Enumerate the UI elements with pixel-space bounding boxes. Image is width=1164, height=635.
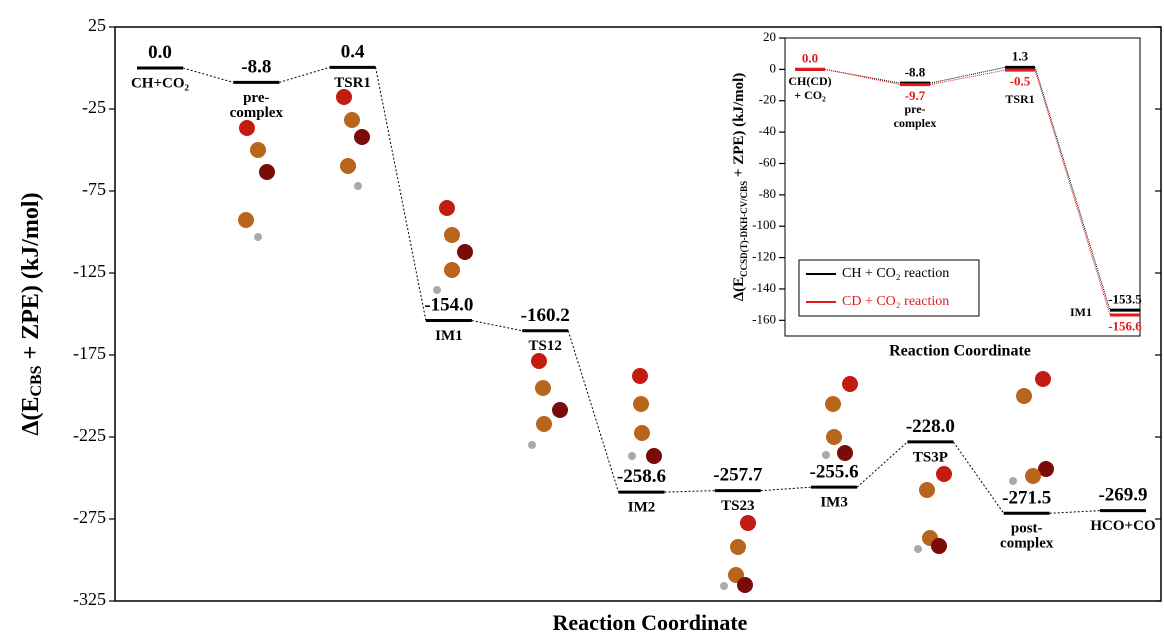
connector — [183, 68, 233, 82]
connector — [472, 321, 522, 331]
connector — [1050, 511, 1100, 514]
value-label: -258.6 — [617, 466, 666, 487]
y-axis-title-part: + ZPE) (kJ/mol) — [731, 73, 747, 181]
category-label: TS12 — [529, 338, 562, 354]
category-label: pre- — [243, 90, 269, 106]
y-tick-label: -325 — [73, 589, 106, 609]
value-label: 0.0 — [148, 42, 172, 63]
page: 25-25-75-125-175-225-275-325Δ(ECBS + ZPE… — [0, 0, 1164, 635]
y-axis-title-part: CCSD(T)-DKH-CV/CBS — [739, 181, 749, 277]
y-tick-label: 25 — [88, 15, 106, 35]
chart: 25-25-75-125-175-225-275-325Δ(ECBS + ZPE… — [0, 0, 1164, 635]
connector — [953, 442, 1003, 513]
value-label: -228.0 — [906, 416, 955, 437]
category-label: TSR1 — [1005, 92, 1034, 106]
value-label: 0.4 — [341, 41, 365, 62]
value-label: -160.2 — [521, 305, 570, 326]
y-tick-label: -225 — [73, 425, 106, 445]
connector — [761, 487, 811, 490]
y-tick-label: -275 — [73, 507, 106, 527]
y-tick-label: -80 — [759, 186, 776, 201]
category-label: TS3P — [913, 449, 948, 465]
value-label: -156.6 — [1108, 318, 1142, 333]
y-axis-title: Δ(ECBS + ZPE) (kJ/mol) — [18, 192, 45, 435]
y-axis-title-part: + ZPE) (kJ/mol) — [18, 192, 44, 365]
y-tick-label: -20 — [759, 92, 776, 107]
y-axis-title-part: Δ(E — [18, 397, 44, 436]
value-label: -271.5 — [1002, 487, 1051, 508]
y-tick-label: -120 — [752, 249, 776, 264]
value-label: -154.0 — [424, 295, 473, 316]
y-tick-label: -100 — [752, 217, 776, 232]
y-tick-label: -140 — [752, 280, 776, 295]
value-label: -257.7 — [713, 465, 763, 486]
y-tick-label: -125 — [73, 261, 106, 281]
value-label: -153.5 — [1108, 291, 1142, 306]
y-tick-label: 20 — [763, 29, 776, 44]
value-label: -8.8 — [241, 57, 271, 78]
value-label: -269.9 — [1098, 485, 1147, 506]
category-label: pre- — [904, 102, 925, 116]
x-axis-title: Reaction Coordinate — [553, 610, 748, 635]
category-label: complex — [230, 105, 284, 121]
y-tick-label: -160 — [752, 311, 776, 326]
category-label: TS23 — [721, 498, 754, 514]
connector — [376, 67, 426, 320]
legend-label: CD + CO₂ reaction — [842, 294, 949, 309]
category-label: CH+CO₂ — [131, 75, 190, 91]
legend-label: CH + CO₂ reaction — [842, 266, 949, 281]
category-label: CH(CD) — [788, 74, 831, 88]
category-label: IM3 — [820, 495, 848, 511]
y-axis-title-part: Δ(E — [731, 277, 747, 301]
value-label: 1.3 — [1012, 49, 1029, 64]
y-tick-label: -25 — [82, 97, 106, 117]
connector — [568, 331, 618, 492]
value-label: -255.6 — [810, 461, 859, 482]
category-label: + CO₂ — [794, 88, 826, 102]
category-label: IM2 — [628, 500, 656, 516]
value-label: -8.8 — [905, 64, 926, 79]
y-tick-label: -175 — [73, 343, 106, 363]
connector — [665, 491, 715, 492]
y-tick-label: -75 — [82, 179, 106, 199]
category-label: TSR1 — [334, 75, 371, 91]
category-label: complex — [894, 116, 937, 130]
y-tick-label: -40 — [759, 123, 776, 138]
connector — [857, 442, 907, 487]
category-label: IM1 — [1070, 305, 1092, 319]
x-axis-title: Reaction Coordinate — [889, 343, 1031, 360]
category-label: HCO+CO — [1090, 518, 1155, 534]
category-label: post- — [1011, 521, 1043, 537]
category-label: complex — [1000, 536, 1054, 552]
category-label: IM1 — [435, 328, 463, 344]
y-axis-title-part: CBS — [28, 365, 45, 396]
value-label: 0.0 — [802, 51, 818, 66]
value-label: -9.7 — [905, 88, 926, 103]
value-label: -0.5 — [1010, 73, 1031, 88]
connector — [279, 67, 329, 82]
y-tick-label: -60 — [759, 154, 776, 169]
y-axis-title: Δ(ECCSD(T)-DKH-CV/CBS + ZPE) (kJ/mol) — [731, 73, 749, 302]
y-tick-label: 0 — [770, 60, 777, 75]
